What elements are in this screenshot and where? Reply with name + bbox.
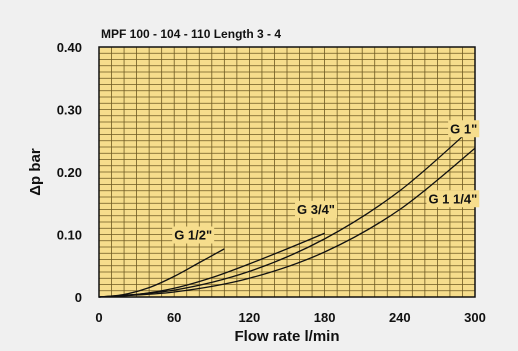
series-lines	[98, 124, 476, 298]
x-tick-label: 120	[239, 310, 261, 325]
x-tick-label: 240	[389, 310, 411, 325]
x-tick-label: 180	[314, 310, 336, 325]
series-labels: G 1/2" G 3/4" G 1" G 1 1/4"	[172, 120, 480, 244]
series-label-background	[172, 226, 215, 244]
y-tick-labels: 0 0.10 0.20 0.30 0.40	[57, 40, 82, 305]
series-label-background	[426, 190, 480, 208]
grid-lines	[99, 47, 475, 297]
x-tick-label: 300	[464, 310, 486, 325]
y-tick-label: 0.30	[57, 103, 82, 118]
series-label-2: G 3/4"	[297, 202, 335, 217]
y-tick-label: 0.10	[57, 228, 82, 243]
x-tick-label: 0	[95, 310, 102, 325]
series-label-3: G 1"	[450, 121, 477, 136]
x-tick-labels: 0 60 120 180 240 300	[95, 310, 485, 325]
x-tick-label: 60	[167, 310, 181, 325]
series-line-3	[98, 124, 476, 298]
series-label-4: G 1 1/4"	[428, 191, 477, 206]
chart-title: MPF 100 - 104 - 110 Length 3 - 4	[101, 27, 281, 41]
plot-frame	[98, 46, 476, 298]
series-label-1: G 1/2"	[174, 228, 212, 243]
y-tick-label: 0.40	[57, 40, 82, 55]
y-tick-label: 0	[75, 290, 82, 305]
series-label-background	[295, 200, 337, 218]
y-tick-label: 0.20	[57, 165, 82, 180]
y-axis-label: Δp bar	[27, 148, 44, 196]
series-line-4	[98, 147, 476, 298]
series-label-background	[448, 120, 480, 138]
x-axis-label: Flow rate l/min	[234, 328, 339, 345]
